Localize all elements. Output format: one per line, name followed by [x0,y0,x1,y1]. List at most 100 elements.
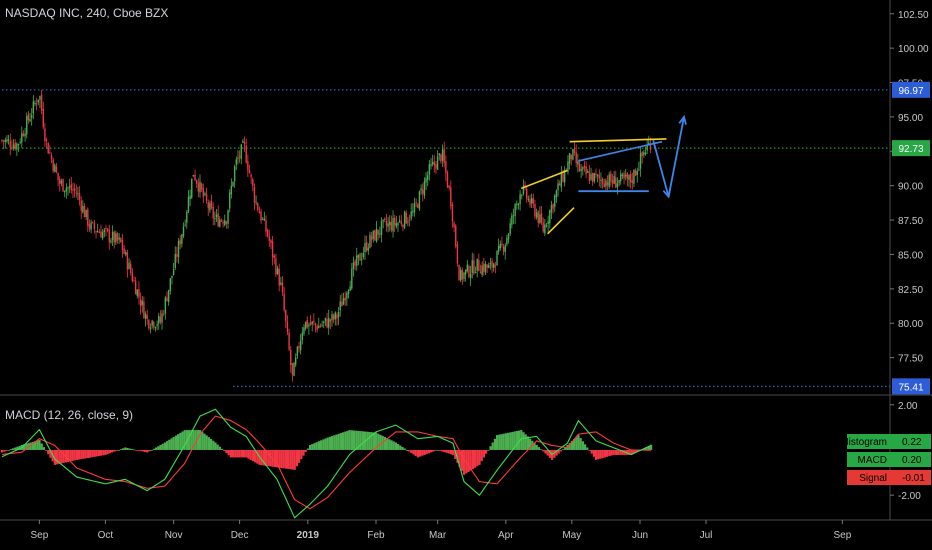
histogram-bar [452,449,455,455]
candle-body [481,265,483,275]
histogram-bar [540,449,543,451]
candle-body [493,263,495,269]
candle-body [598,175,600,179]
histogram-bar [139,449,142,451]
histogram-bar [372,432,375,450]
candle-body [400,221,402,225]
candle-body [192,175,195,177]
candle-body [275,258,277,275]
candle-body [367,247,369,251]
x-tick-label: May [562,530,581,541]
histogram-bar [144,449,147,452]
candle-body [466,264,468,272]
histogram-bar [436,449,439,451]
candle-body [572,149,574,160]
candle-body [319,325,322,327]
histogram-bar [82,449,85,459]
histogram-bar [7,449,10,451]
candle-body [134,280,137,295]
histogram-bar [238,449,241,458]
candle-body [613,175,615,184]
candle-body [413,203,416,212]
histogram-bar [410,449,413,453]
channel-upper-line[interactable] [578,140,663,162]
candle-body [169,278,171,291]
candle-body [326,318,328,328]
histogram-bar [100,449,103,456]
candle-body [623,173,625,179]
macd-legend-box [847,470,931,485]
histogram-bar [608,449,611,457]
histogram-bar [216,444,219,450]
histogram-bar [570,441,573,450]
histogram-bar [482,449,485,458]
candle-body [111,231,114,241]
candle-body [130,264,132,273]
forecast-arrow-path[interactable] [652,116,685,197]
histogram-bar [3,449,6,452]
candle-body [229,192,231,209]
candle-body [354,261,356,266]
top-trendline[interactable] [569,138,667,143]
candle-body [568,153,571,164]
candle-body [245,145,247,163]
histogram-bar [18,445,21,450]
candle-body [113,231,115,243]
histogram-bar [260,449,263,466]
histogram-bar [212,440,215,450]
candle-body [164,297,167,314]
candle-body [255,201,257,203]
histogram-bar [53,449,56,465]
macd-legend-value: 0.20 [902,455,922,466]
candle-body [143,301,145,319]
candle-body [377,229,379,235]
histogram-bar [172,436,175,450]
candle-body [9,141,11,148]
candle-body [45,139,48,141]
candle-body [372,230,374,239]
histogram-bar [67,449,70,462]
histogram-bar [152,448,155,450]
candle-body [65,187,68,192]
histogram-bar [71,449,74,461]
candle-body [361,258,363,260]
candle-body [161,313,163,323]
candle-body [359,253,361,261]
candle-body [549,210,551,224]
candle-body [334,312,336,320]
macd-y-tick-label: -2.00 [898,491,921,502]
histogram-bar [1,449,4,453]
histogram-bar [58,449,61,464]
histogram-bar [564,447,567,450]
candle-body [101,232,104,239]
histogram-bar [102,449,105,456]
histogram-bar [161,443,164,450]
histogram-bar [399,445,402,450]
wedge-lower-trendline[interactable] [547,207,575,235]
candle-body [588,172,591,181]
wedge-upper-trendline[interactable] [520,169,568,190]
histogram-bar [350,430,353,450]
candle-body [153,322,155,328]
candle-body [24,133,26,137]
histogram-bar [493,438,496,450]
candle-body [580,169,582,171]
histogram-bar [324,438,327,450]
candle-body [121,240,124,251]
candle-body [309,322,312,325]
candle-body [582,167,584,170]
candle-body [7,139,10,141]
histogram-bar [445,449,448,453]
candle-body [620,173,622,182]
histogram-bar [207,437,210,450]
candle-body [271,241,274,258]
histogram-bar [548,449,551,458]
candle-body [98,232,101,234]
candle-body [374,230,376,241]
candle-body [52,159,54,171]
histogram-bar [537,447,540,450]
histogram-bar [84,449,87,459]
candle-body [308,324,310,327]
histogram-bar [170,438,173,450]
